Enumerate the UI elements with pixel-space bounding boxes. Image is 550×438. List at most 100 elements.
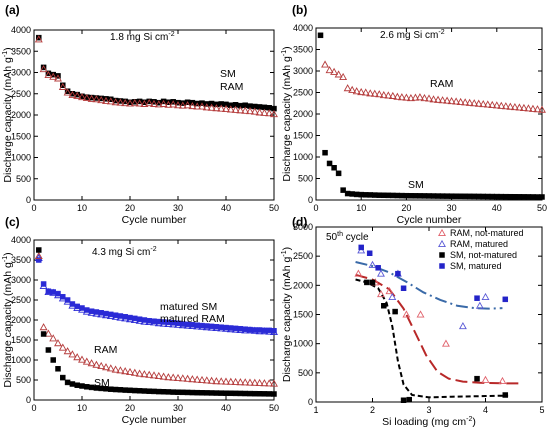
series [36,35,276,111]
data-point [481,194,486,199]
x-tick-label: 0 [31,203,36,213]
legend-label: SM, matured [450,261,502,271]
y-tick-label: 2500 [293,251,313,261]
x-tick-label: 4 [483,405,488,415]
y-tick-label: 1000 [293,339,313,349]
data-point [427,193,432,198]
data-point [399,193,404,198]
data-point [440,194,445,199]
y-axis-label: Discharge capacity (mAh g-1) [281,46,293,181]
x-axis-label: Cycle number [397,214,462,226]
data-point [118,387,123,392]
data-point [248,391,253,396]
y-tick-label: 4000 [11,25,31,35]
data-point [475,376,480,381]
panel-3: 1 2 3 4 5050010001500200025003000Si loading … [281,215,545,428]
data-point [499,194,504,199]
data-point [56,366,61,371]
y-tick-label: 0 [26,395,31,405]
data-point [467,194,472,199]
y-axis-label: Discharge capacity (mAh g-1) [2,47,14,182]
data-point [503,393,508,398]
y-tick-label: 1000 [293,152,313,162]
data-point [422,193,427,198]
data-point [156,389,161,394]
data-point [381,303,386,308]
x-tick-label: 3 [426,405,431,415]
data-point [378,270,384,276]
data-point [341,188,346,193]
data-point [530,194,535,199]
series [36,255,278,335]
x-tick-label: 0 [31,403,36,413]
legend-label: SM, not-matured [450,250,517,260]
data-point [378,291,384,297]
data-point [440,264,445,269]
data-point [485,194,490,199]
data-point [322,61,328,67]
data-point [70,382,75,387]
x-tick-label: 1 [313,405,318,415]
data-point [350,191,355,196]
data-point [318,33,323,38]
data-point [132,388,137,393]
y-tick-label: 0 [308,195,313,205]
data-point [204,390,209,395]
data-point [152,389,157,394]
data-point [166,389,171,394]
data-point [395,193,400,198]
data-point [262,391,267,396]
panel-note: 50th cycle [326,231,369,243]
x-tick-label: 40 [221,403,231,413]
y-tick-label: 500 [298,174,313,184]
data-point [185,390,190,395]
data-point [482,294,488,300]
data-point [359,245,364,250]
data-point [332,165,337,170]
y-tick-label: 500 [16,375,31,385]
data-point [345,191,350,196]
data-point [401,286,406,291]
x-tick-label: 50 [537,203,547,213]
data-point [46,348,51,353]
data-point [408,193,413,198]
legend-label: RAM, not-matured [450,228,524,238]
y-tick-label: 4000 [293,23,313,33]
data-point [161,389,166,394]
data-point [243,391,248,396]
x-tick-label: 30 [447,203,457,213]
panel-label: (c) [5,215,20,229]
x-tick-label: 20 [125,403,135,413]
panel-label: (a) [5,3,20,17]
data-point [36,248,41,253]
data-point [482,377,488,383]
plot-frame [34,30,274,200]
data-point [214,391,219,396]
data-point [463,194,468,199]
y-tick-label: 0 [308,397,313,407]
data-point [65,380,70,385]
fit-curve [356,280,509,398]
x-axis-label: Cycle number [122,414,187,426]
data-point [521,194,526,199]
data-point [40,324,46,330]
data-point [84,384,89,389]
y-tick-label: 3500 [293,45,313,55]
data-point [326,67,332,73]
x-axis-label: Cycle number [122,214,187,226]
x-tick-label: 50 [269,403,279,413]
x-tick-label: 20 [125,203,135,213]
x-tick-label: 10 [77,203,87,213]
panel-2: 0 10 20 30 40 5005001000150020002500300035004… [2,215,279,426]
series-label: SM [94,377,110,389]
data-point [407,397,412,402]
series [355,270,505,383]
data-point [359,192,364,197]
data-point [440,253,445,258]
data-point [540,194,545,199]
data-point [512,194,517,199]
data-point [393,309,398,314]
y-tick-label: 500 [16,174,31,184]
panel-note: 1.8 mg Si cm-2 [110,31,175,43]
data-point [376,265,381,270]
